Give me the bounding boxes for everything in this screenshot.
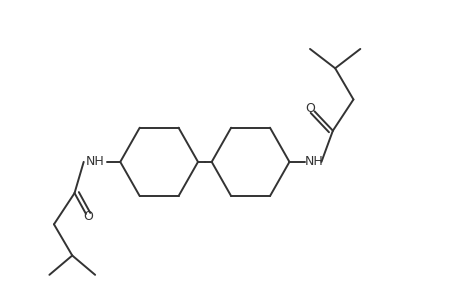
Text: O: O bbox=[304, 102, 314, 115]
Text: O: O bbox=[83, 210, 93, 224]
Text: NH: NH bbox=[305, 155, 323, 168]
Text: NH: NH bbox=[85, 155, 104, 168]
